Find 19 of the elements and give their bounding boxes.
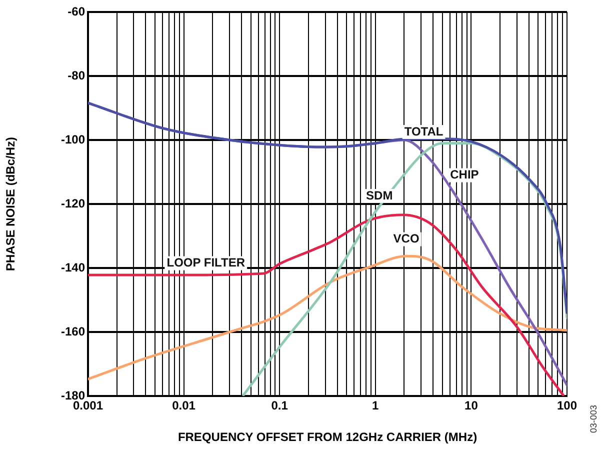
x-tick-label: 100: [556, 398, 578, 413]
series-label: CHIP: [450, 168, 479, 182]
x-tick-label: 10: [464, 398, 478, 413]
y-axis-title: PHASE NOISE (dBc/Hz): [4, 136, 18, 272]
series-label: LOOP FILTER: [166, 256, 246, 270]
text: 03-003: [588, 404, 598, 434]
x-tick-label: 1: [372, 398, 380, 413]
y-tick-label: -80: [68, 68, 86, 82]
y-tick-label: -140: [60, 260, 86, 274]
y-tick-label: -60: [68, 4, 86, 18]
series-label: SDM: [366, 188, 393, 202]
series-label: VCO: [393, 232, 420, 246]
x-axis-title: FREQUENCY OFFSET FROM 12GHz CARRIER (MHz): [178, 430, 478, 444]
series-label: TOTAL: [404, 124, 444, 138]
y-tick-label: -160: [60, 324, 86, 338]
x-tick-label: 0.01: [172, 398, 196, 413]
x-tick-label: 0.1: [271, 398, 288, 413]
y-tick-label: -100: [60, 132, 86, 146]
y-tick-label: -120: [60, 196, 86, 210]
